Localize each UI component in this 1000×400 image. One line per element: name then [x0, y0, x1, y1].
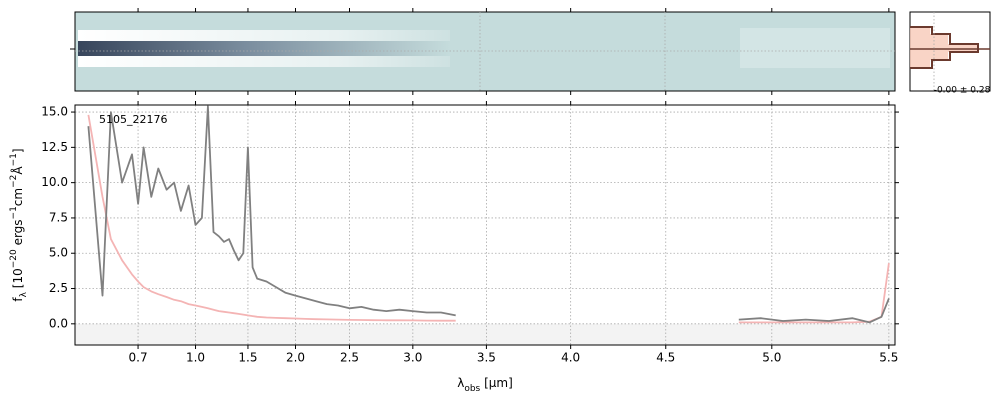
x-tick-label: 1.5 — [238, 351, 257, 365]
x-tick-label: 4.0 — [561, 351, 580, 365]
label-part: −1 — [9, 153, 19, 166]
plot-area — [75, 105, 895, 345]
below-zero-band — [75, 323, 895, 345]
y-tick-label: 2.5 — [49, 281, 68, 295]
plot-frame — [74, 104, 896, 346]
x-axis-label: λobs [μm] — [457, 376, 513, 394]
x-tick-label: 2.5 — [340, 351, 359, 365]
label-part: [μm] — [480, 376, 513, 390]
label-part: −1 — [9, 206, 19, 219]
label-part: obs — [464, 384, 480, 394]
profile-label: -0.00 ± 0.28 — [934, 86, 991, 96]
label-part: −20 — [9, 249, 19, 268]
x-tick-label: 2.0 — [286, 351, 305, 365]
x-tick-label: 5.5 — [879, 351, 898, 365]
x-tick-label: 4.5 — [656, 351, 675, 365]
label-part: ergs — [11, 219, 25, 249]
label-part: λ — [19, 291, 29, 297]
label-part: λ — [457, 376, 464, 390]
y-tick-label: 10.0 — [41, 175, 68, 189]
label-part: f — [11, 297, 25, 302]
label-part: −2 — [9, 175, 19, 188]
x-tick-label: 1.0 — [186, 351, 205, 365]
profile-panel: -0.00 ± 0.28 — [909, 11, 991, 96]
x-tick-label: 3.0 — [403, 351, 422, 365]
y-tick-label: 0.0 — [49, 316, 68, 330]
y-axis-label: fλ [10−20 ergs−1cm−2Å−1] — [9, 148, 29, 301]
x-tick-label: 3.5 — [477, 351, 496, 365]
y-tick-label: 12.5 — [41, 140, 68, 154]
label-part: cm — [11, 188, 25, 206]
y-tick-label: 7.5 — [49, 210, 68, 224]
y-tick-label: 5.0 — [49, 246, 68, 260]
label-part: [10 — [11, 268, 25, 292]
spectrum-line — [87, 105, 890, 324]
x-tick-label: 5.0 — [762, 351, 781, 365]
object-label: 5105_22176 — [99, 113, 168, 126]
spectrum-2d — [70, 11, 896, 92]
data — [87, 105, 890, 324]
label-part: Å — [10, 166, 25, 175]
y-tick-label: 15.0 — [41, 105, 68, 119]
label-part: ] — [11, 148, 25, 153]
x-tick-label: 0.7 — [129, 351, 148, 365]
grid — [75, 105, 895, 345]
